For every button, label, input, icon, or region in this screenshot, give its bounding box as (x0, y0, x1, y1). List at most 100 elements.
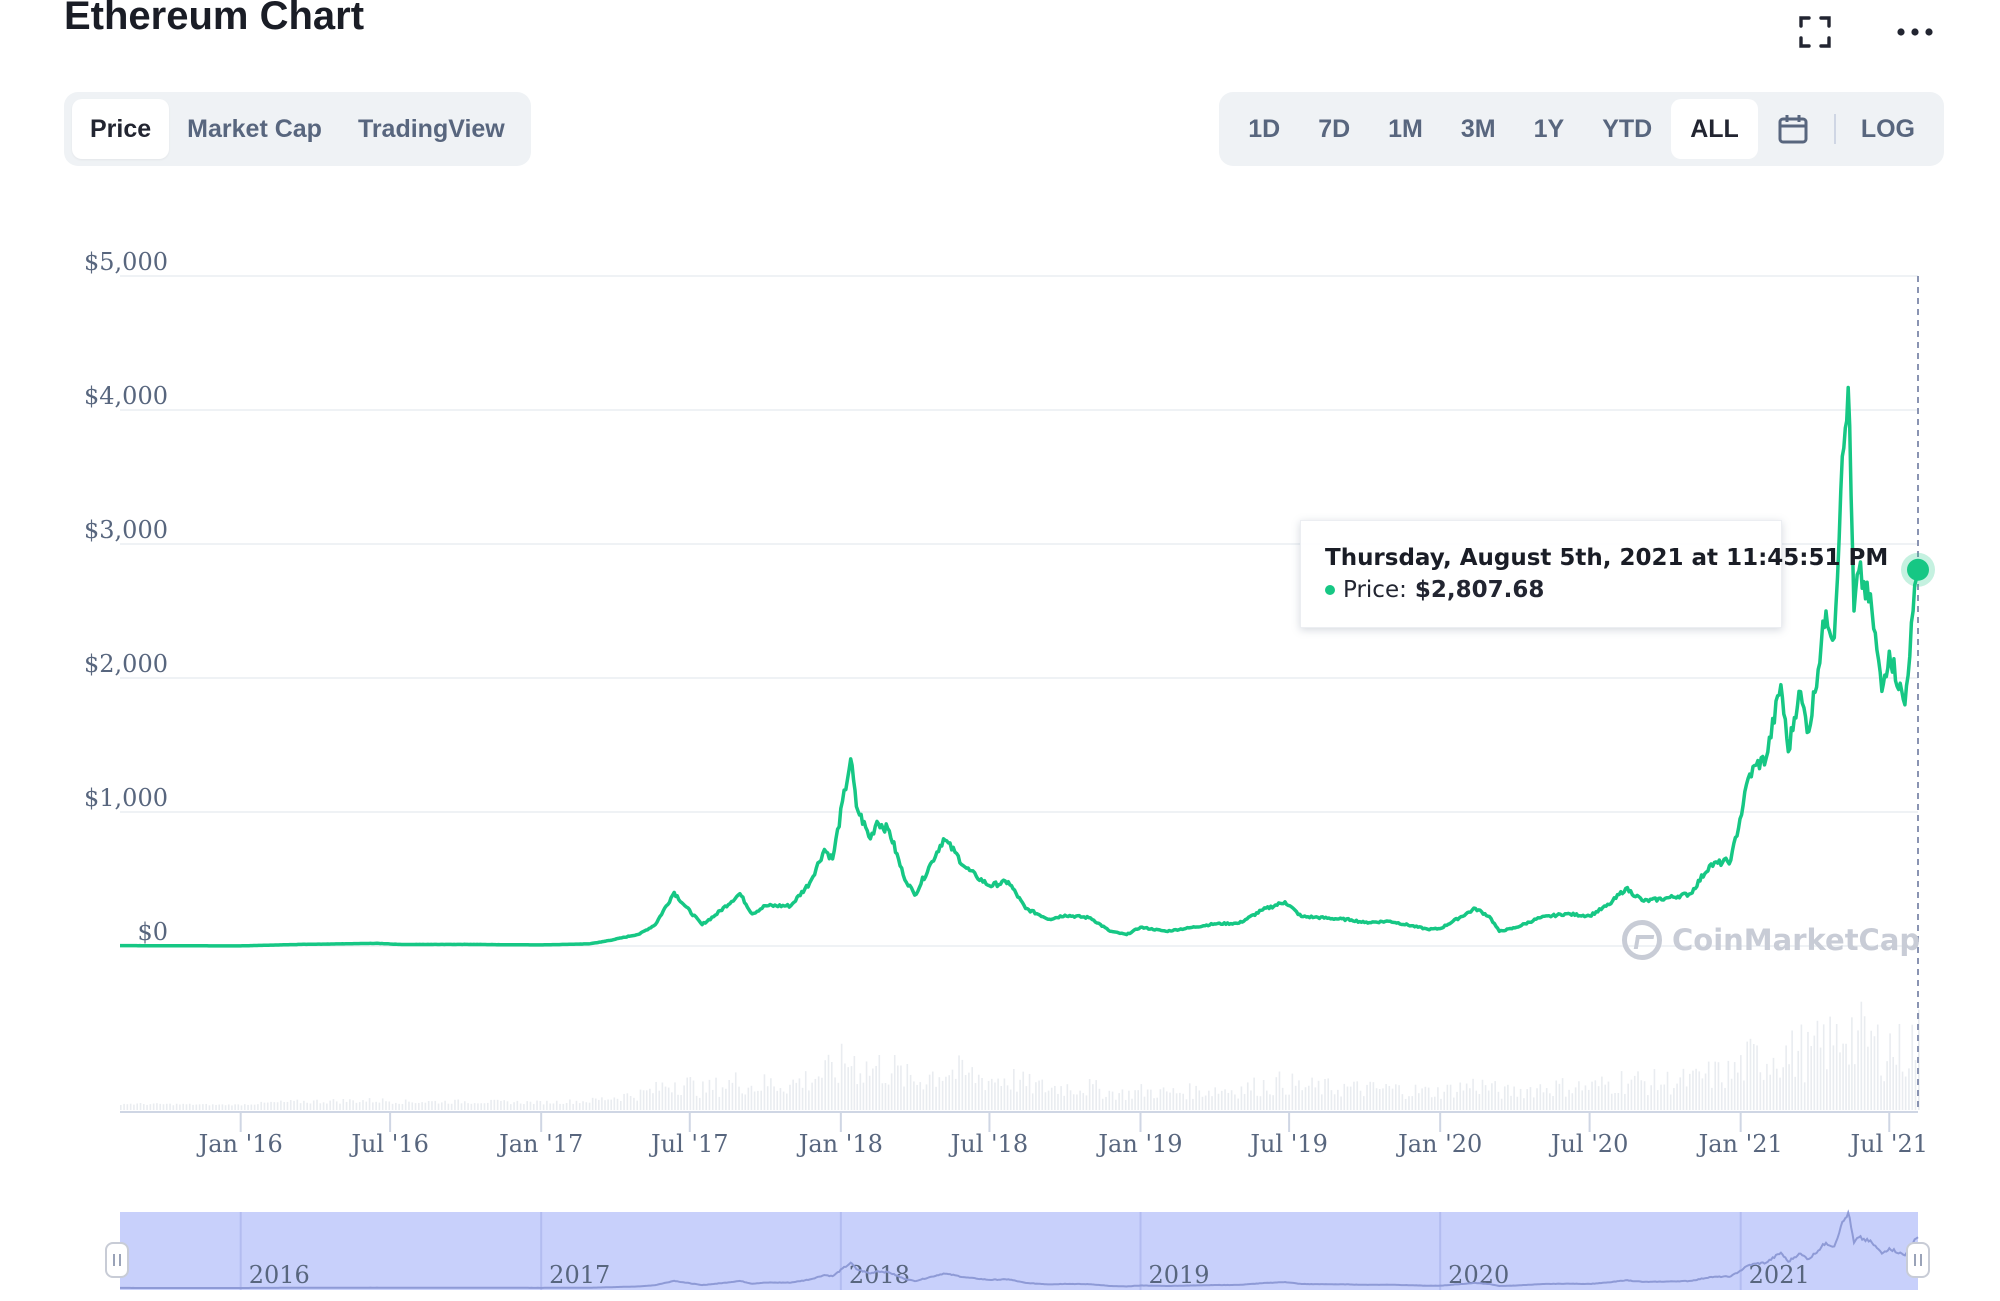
volume-bar (683, 1085, 685, 1110)
volume-bar (120, 1105, 122, 1110)
volume-bar (1414, 1084, 1417, 1110)
volume-bar (1604, 1084, 1606, 1110)
volume-bar (493, 1099, 496, 1110)
range-1m-button[interactable]: 1M (1388, 114, 1423, 143)
volume-bar (1124, 1099, 1127, 1110)
volume-bar (1911, 1024, 1914, 1110)
volume-bar (1363, 1096, 1365, 1110)
volume-bar (629, 1095, 632, 1110)
volume-bar (1395, 1084, 1397, 1110)
volume-bar (747, 1087, 750, 1110)
chart-toolbar-icons (1790, 12, 1940, 52)
fullscreen-icon[interactable] (1790, 12, 1840, 52)
volume-bar (1785, 1045, 1787, 1110)
volume-bar (928, 1074, 931, 1110)
volume-bar (542, 1104, 545, 1110)
volume-bar (954, 1078, 957, 1110)
volume-bar (1873, 1036, 1876, 1110)
range-1y-button[interactable]: 1Y (1533, 114, 1565, 143)
hover-point[interactable] (1907, 558, 1929, 581)
volume-bar (198, 1104, 201, 1110)
x-tick-label: Jan '17 (496, 1130, 583, 1158)
volume-bar (636, 1100, 639, 1110)
range-navigator[interactable]: 2016 2017 2018 2019 2020 2021 (105, 1209, 1930, 1290)
volume-bar (1266, 1090, 1268, 1110)
volume-bar (804, 1071, 807, 1110)
calendar-icon[interactable] (1758, 99, 1828, 159)
volume-bar (1676, 1083, 1678, 1110)
volume-bar (1759, 1072, 1762, 1110)
volume-bar (1853, 1064, 1856, 1110)
volume-bar (375, 1101, 377, 1110)
volume-bar (721, 1087, 724, 1110)
volume-bar (263, 1102, 266, 1110)
volume-bar (1555, 1080, 1558, 1110)
volume-bar (1617, 1092, 1620, 1110)
volume-bar (1172, 1088, 1175, 1110)
volume-bar (909, 1074, 912, 1110)
volume-bar (1591, 1081, 1593, 1110)
volume-bar (526, 1101, 528, 1110)
volume-bar (1275, 1077, 1278, 1110)
volume-bar (1867, 1046, 1869, 1110)
volume-bar (1542, 1092, 1545, 1110)
volume-bar (1038, 1080, 1040, 1110)
navigator-left-handle[interactable] (105, 1242, 129, 1278)
more-horizontal-icon[interactable] (1890, 12, 1940, 52)
navigator-right-handle[interactable] (1906, 1242, 1930, 1278)
volume-bar (1578, 1081, 1580, 1110)
volume-bar (133, 1104, 135, 1110)
volume-bar (1904, 1076, 1907, 1110)
y-tick-label: $5,000 (84, 248, 168, 276)
volume-bar (1526, 1089, 1528, 1110)
volume-bar (948, 1075, 950, 1110)
volume-bar (865, 1061, 868, 1110)
volume-bar (195, 1104, 198, 1110)
volume-bar (162, 1104, 165, 1110)
volume-bar (372, 1102, 374, 1110)
volume-bar (270, 1101, 272, 1110)
volume-bar (1079, 1090, 1081, 1110)
volume-bar (1695, 1068, 1697, 1110)
volume-bar (516, 1100, 519, 1110)
volume-bar (715, 1077, 717, 1110)
volume-bar (139, 1102, 142, 1110)
volume-bar (1337, 1089, 1339, 1110)
log-scale-toggle[interactable]: LOG (1860, 114, 1915, 143)
tab-tradingview[interactable]: TradingView (357, 114, 505, 143)
volume-bar (1356, 1081, 1359, 1110)
volume-bar (395, 1102, 397, 1110)
volume-bar (1156, 1097, 1159, 1110)
y-tick-label: $0 (137, 918, 168, 946)
volume-bar (546, 1100, 548, 1110)
volume-bar (1497, 1091, 1500, 1110)
volume-bar (234, 1104, 236, 1110)
volume-bar (919, 1082, 922, 1110)
volume-bar (1044, 1092, 1047, 1110)
volume-bar (1568, 1089, 1570, 1110)
volume-bar (738, 1086, 740, 1110)
range-3m-button[interactable]: 3M (1460, 114, 1496, 143)
volume-bar (1643, 1081, 1646, 1110)
range-7d-button[interactable]: 7D (1318, 114, 1351, 143)
navigator-selection[interactable] (120, 1212, 1918, 1290)
volume-bar (335, 1101, 338, 1110)
volume-bar (1704, 1073, 1707, 1110)
volume-bar (872, 1068, 874, 1110)
volume-bar (1025, 1086, 1028, 1110)
volume-bar (1571, 1093, 1574, 1110)
tab-price[interactable]: Price (72, 99, 170, 159)
volume-bar (645, 1090, 648, 1110)
range-ytd-button[interactable]: YTD (1602, 114, 1653, 143)
volume-bar (240, 1105, 243, 1110)
volume-bar (1685, 1086, 1688, 1110)
volume-bar (1581, 1090, 1583, 1110)
volume-bar (801, 1087, 804, 1110)
range-1d-button[interactable]: 1D (1248, 114, 1281, 143)
volume-bar (1013, 1068, 1015, 1110)
volume-bar (1291, 1073, 1294, 1110)
range-all-button[interactable]: ALL (1671, 99, 1758, 159)
volume-bar (731, 1082, 734, 1110)
tab-market-cap[interactable]: Market Cap (187, 114, 322, 143)
volume-bar (916, 1084, 918, 1110)
